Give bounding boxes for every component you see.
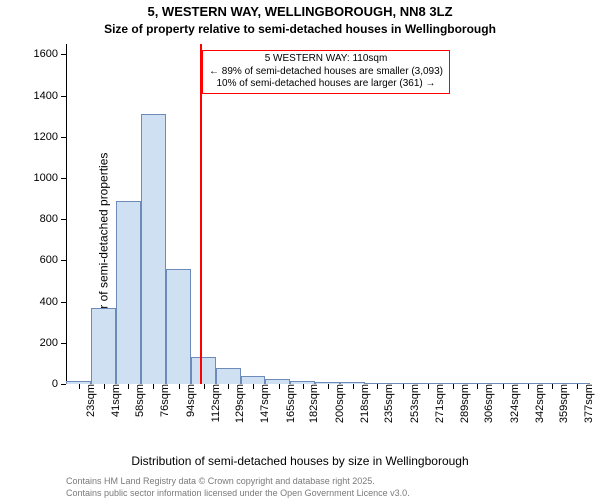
x-tick-label: 377sqm [581, 384, 595, 423]
histogram-bar [241, 376, 266, 384]
x-tick-label: 182sqm [306, 384, 320, 423]
marker-line [200, 44, 202, 384]
x-tick-label: 76sqm [157, 384, 171, 417]
x-tick-label: 306sqm [481, 384, 495, 423]
x-tick-mark [303, 384, 304, 389]
footer-line-1: Contains HM Land Registry data © Crown c… [66, 476, 375, 486]
x-tick-mark [428, 384, 429, 389]
x-tick-mark [128, 384, 129, 389]
footer-line-2: Contains public sector information licen… [66, 488, 410, 498]
x-tick-mark [477, 384, 478, 389]
histogram-bar [91, 308, 116, 384]
y-tick-label: 1400 [34, 90, 66, 102]
x-tick-label: 200sqm [332, 384, 346, 423]
x-tick-mark [253, 384, 254, 389]
y-axis-line [66, 44, 67, 384]
x-tick-label: 129sqm [232, 384, 246, 423]
histogram-bar [166, 269, 191, 384]
x-tick-label: 324sqm [507, 384, 521, 423]
y-tick-label: 200 [40, 337, 66, 349]
chart-container: 5, WESTERN WAY, WELLINGBOROUGH, NN8 3LZ … [0, 0, 600, 500]
x-tick-mark [104, 384, 105, 389]
x-tick-mark [204, 384, 205, 389]
y-tick-label: 600 [40, 254, 66, 266]
y-tick-label: 0 [52, 378, 66, 390]
y-tick-label: 800 [40, 213, 66, 225]
x-tick-label: 112sqm [208, 384, 222, 422]
x-tick-label: 359sqm [556, 384, 570, 423]
x-tick-label: 235sqm [381, 384, 395, 423]
x-tick-label: 218sqm [357, 384, 371, 423]
x-tick-mark [577, 384, 578, 389]
annotation-line: 5 WESTERN WAY: 110sqm [209, 53, 443, 66]
x-tick-mark [353, 384, 354, 389]
y-tick-label: 400 [40, 296, 66, 308]
annotation-line: ← 89% of semi-detached houses are smalle… [209, 66, 443, 79]
x-axis-label: Distribution of semi-detached houses by … [0, 454, 600, 468]
histogram-bar [116, 201, 141, 384]
x-tick-mark [179, 384, 180, 389]
x-tick-mark [503, 384, 504, 389]
annotation-box: 5 WESTERN WAY: 110sqm← 89% of semi-detac… [202, 50, 450, 94]
x-tick-label: 58sqm [132, 384, 146, 417]
x-tick-mark [377, 384, 378, 389]
histogram-bar [141, 114, 166, 384]
y-tick-label: 1000 [34, 172, 66, 184]
y-tick-label: 1600 [34, 48, 66, 60]
x-tick-label: 147sqm [257, 384, 271, 423]
x-tick-label: 94sqm [183, 384, 197, 417]
x-tick-mark [552, 384, 553, 389]
y-tick-label: 1200 [34, 131, 66, 143]
x-tick-mark [153, 384, 154, 389]
x-tick-label: 342sqm [532, 384, 546, 423]
histogram-bar [216, 368, 241, 384]
x-tick-mark [403, 384, 404, 389]
x-tick-mark [328, 384, 329, 389]
plot-area: 0200400600800100012001400160023sqm41sqm5… [66, 44, 590, 384]
chart-title: 5, WESTERN WAY, WELLINGBOROUGH, NN8 3LZ [0, 4, 600, 19]
histogram-bar [191, 357, 216, 384]
x-tick-mark [279, 384, 280, 389]
annotation-line: 10% of semi-detached houses are larger (… [209, 78, 443, 91]
chart-subtitle: Size of property relative to semi-detach… [0, 22, 600, 36]
x-tick-mark [453, 384, 454, 389]
x-tick-mark [228, 384, 229, 389]
x-tick-mark [79, 384, 80, 389]
x-tick-label: 289sqm [457, 384, 471, 423]
x-tick-label: 271sqm [432, 384, 446, 423]
x-tick-label: 253sqm [407, 384, 421, 423]
x-tick-label: 41sqm [108, 384, 122, 417]
x-tick-label: 165sqm [283, 384, 297, 423]
x-tick-label: 23sqm [83, 384, 97, 417]
x-tick-mark [528, 384, 529, 389]
